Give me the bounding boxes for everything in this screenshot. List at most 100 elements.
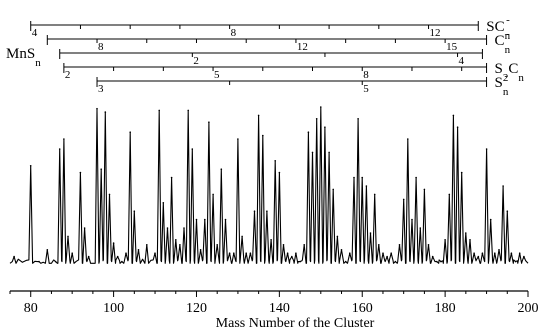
spectrum-peak-point [58,148,61,150]
spectrum-peak-point [407,138,409,140]
spectrum-peak-point [96,107,98,110]
spectrum-peak-point [199,249,202,251]
spectrum-peak-point [336,235,339,238]
spectrum-peak-point [357,118,359,120]
ladder-n-label: 2 [65,69,71,81]
spectrum-peak-point [481,252,484,254]
spectrum-peak-point [353,176,355,179]
spectrum-peak-point [278,171,281,174]
spectrum-peak-point [415,176,417,179]
series-name: S2Cn [495,61,525,84]
spectrum-peak-point [116,255,119,258]
spectrum-peak-point [241,235,243,238]
spectrum-peak-point [307,131,310,133]
series-ladder: 4 8 12 SCn- [30,14,511,42]
spectrum-peak-point [523,255,525,258]
spectrum-peak-point [253,210,256,212]
spectrum-peak-point [154,252,156,254]
spectrum-peak-point [514,260,517,263]
x-tick-label: 120 [186,301,207,316]
spectrum-peak-point [291,255,293,258]
plot-area [9,106,529,264]
spectrum-peak-point [38,260,40,263]
spectrum-peak-point [166,227,169,229]
spectrum-peak-point [506,210,509,212]
spectrum-peak-point [228,252,231,254]
spectrum-peak-point [510,252,513,254]
spectrum-peak-point [411,218,413,221]
spectrum-peak-point [158,109,160,112]
spectrum-peak-point [112,242,115,244]
spectrum-peak-point [216,244,218,246]
spectrum-peak-point [270,239,272,241]
spectrum-peak-point [179,244,181,246]
spectrum-peak-point [13,255,15,258]
spectrum-peak-point [262,134,264,137]
spectrum-peak-point [104,111,107,113]
spectrum-peak-point [191,148,194,150]
spectrum-peak-point [224,218,227,221]
series-name: MnSn [6,46,41,69]
x-tick-label: 160 [352,301,373,316]
ladder-n-label: 3 [98,83,104,95]
spectrum-peak-point [344,260,347,263]
ladder-n-label: 12 [430,27,441,39]
spectrum-peak-point [46,249,49,251]
x-tick-label: 100 [103,301,124,316]
ladder-n-label: 8 [98,41,104,53]
spectrum-peak-point [129,131,131,133]
spectrum-peak-point [67,235,69,238]
spectrum-peak-point [365,185,368,187]
spectrum-peak-point [373,193,376,196]
spectrum-peak-point [311,151,314,154]
spectrum-peak-point [295,252,297,254]
spectrum-peak-point [444,239,446,241]
spectrum-peak-point [233,252,235,254]
spectrum-peak-point [121,260,123,263]
spectrum-peak-point [195,218,198,221]
series-ladder: 3 5 Sn- [96,70,509,98]
spectrum-peak-point [137,249,140,251]
spectrum-peak-point [146,244,148,246]
spectrum-peak-point [100,168,102,170]
spectrum-peak-point [274,160,277,162]
spectrum-peak-point [382,252,384,254]
spectrum-peak-point [477,255,480,258]
spectrum-peak-point [286,252,289,254]
spectrum-peak-point [183,227,185,229]
spectrum-peak-point [187,109,189,112]
spectrum-peak-point [315,118,318,120]
spectrum-peak-point [485,148,488,150]
spectrum-peak-point [237,138,239,140]
x-axis: 80 100 120 140 160 180 200 [9,290,539,316]
spectrum-peak-point [427,244,430,246]
spectrum-peak-point [170,176,173,179]
cluster-series-ladders: 4 8 12 SCn- 8 12 15 Cn- 2 4 MnSn 2 5 8 S2Cn 3 5 Sn- [6,14,524,98]
spectrum-peak-point [390,252,393,254]
spectrum-peak-point [386,255,388,258]
series-ladder: 2 4 MnSn [6,46,483,69]
spectrum-peak-point [349,252,351,254]
spectrum-peak-point [133,210,136,212]
ladder-n-label: 4 [459,55,465,67]
spectrum-peak-point [419,227,422,229]
series-name: SCn- [486,14,510,42]
spectrum-peak-point [249,252,252,254]
ladder-n-label: 8 [231,27,237,39]
spectrum-peak-point [423,188,426,191]
spectrum-peak-point [440,260,442,263]
spectrum-peak-point [489,218,492,221]
x-tick-label: 200 [518,301,539,316]
spectrum-peak-point [494,252,496,254]
spectrum-peak-point [175,239,177,241]
ladder-n-label: 5 [214,69,220,81]
spectrum-peak-point [402,198,405,201]
spectrum-peak-point [502,185,504,187]
spectrum-peak-point [452,114,455,117]
spectrum-peak-point [431,255,434,258]
ladder-n-label: 2 [193,55,199,67]
spectrum-peak-point [320,106,322,108]
spectrum-peak-point [518,252,521,254]
ladder-n-label: 8 [363,69,369,81]
